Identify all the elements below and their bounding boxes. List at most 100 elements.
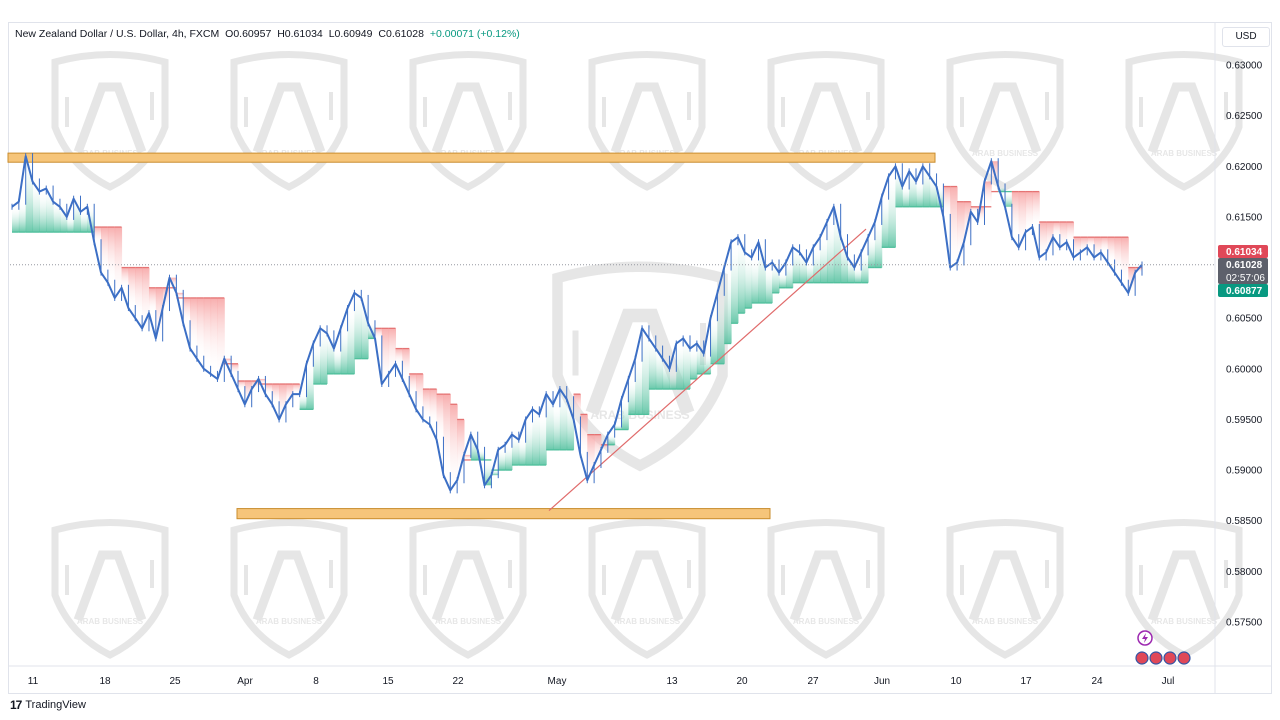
supertrend-fill	[1005, 191, 1013, 207]
last-price-label: 0.61028	[1226, 260, 1263, 271]
supertrend-fill	[662, 358, 670, 390]
supertrend-fill	[546, 394, 554, 450]
us-flag-icon[interactable]	[1163, 651, 1177, 665]
supertrend-fill	[388, 328, 397, 374]
watermark-shield-icon: ARAB BUSINESS	[767, 51, 885, 191]
supertrend-fill	[970, 206, 979, 212]
supertrend-fill	[813, 247, 821, 283]
supertrend-fill	[580, 414, 588, 455]
price-tick-label: 0.63000	[1226, 61, 1263, 72]
time-tick-label: May	[548, 676, 567, 687]
price-tick-label: 0.59500	[1226, 415, 1263, 426]
supertrend-fill	[957, 201, 965, 263]
supertrend-fill	[32, 181, 40, 233]
watermark-shield-icon: ARAB BUSINESS	[51, 519, 169, 659]
us-flag-icon[interactable]	[1135, 651, 1149, 665]
supertrend-fill	[416, 373, 424, 410]
brand-label[interactable]: TradingView	[25, 699, 86, 711]
us-flag-icon[interactable]	[1149, 651, 1163, 665]
chart-canvas[interactable]: ARAB BUSINESS ARAB BUSINESS ARAB BUSINESS A…	[0, 0, 1280, 700]
supertrend-fill	[594, 434, 602, 466]
supertrend-fill	[1066, 221, 1075, 243]
currency-button[interactable]: USD	[1222, 27, 1270, 47]
supertrend-fill	[587, 434, 595, 481]
supertrend-fill	[155, 287, 164, 339]
supertrend-fill	[1046, 221, 1054, 253]
supertrend-fill	[409, 373, 417, 395]
supertrend-fill	[765, 267, 773, 303]
supertrend-fill	[635, 358, 643, 415]
supertrend-fill	[114, 227, 123, 298]
trendline-layer[interactable]	[548, 228, 867, 512]
supertrend-fill	[265, 384, 273, 395]
supertrend-fill	[333, 348, 342, 374]
event-icons[interactable]	[1134, 630, 1204, 670]
watermark-label: ARAB BUSINESS	[972, 617, 1039, 626]
supertrend-fill	[25, 156, 34, 233]
supertrend-fill	[210, 297, 218, 374]
time-axis[interactable]: 11 18 25 Apr 8 15 22 May 13 20 27 Jun 10 17 24 Jul	[28, 676, 1175, 687]
symbol-label[interactable]: New Zealand Dollar / U.S. Dollar, 4h, FX…	[15, 28, 220, 40]
supertrend-fill	[1107, 237, 1116, 263]
price-axis[interactable]: 0.630000.625000.620000.615000.610000.605…	[9, 23, 1271, 693]
time-tick-label: Jun	[874, 676, 890, 687]
supertrend-fill	[731, 242, 739, 324]
chart-frame	[8, 22, 1272, 694]
supertrend-fill	[833, 206, 842, 283]
time-tick-label: 24	[1091, 676, 1103, 687]
supertrend-fill	[511, 434, 520, 466]
supertrend-fill	[799, 252, 807, 283]
supertrend-fill	[1059, 221, 1068, 248]
stop-price-tag	[1218, 284, 1268, 297]
supertrend-fill	[703, 353, 712, 374]
supertrend-fill	[101, 227, 109, 273]
time-tick-label: Jul	[1162, 676, 1175, 687]
supertrend-fill	[690, 348, 698, 379]
price-tick-label: 0.62500	[1226, 111, 1263, 122]
footer: 17 TradingView	[10, 698, 86, 712]
price-series-layer	[11, 153, 1143, 494]
supertrend-fill	[614, 424, 623, 430]
price-line	[11, 155, 1143, 492]
watermark-label: ARAB BUSINESS	[614, 617, 681, 626]
supertrend-fill	[1073, 237, 1081, 258]
supertrend-fill	[806, 262, 814, 283]
supertrend-fill	[340, 328, 349, 374]
supertrend-fill	[648, 338, 657, 390]
supertrend-fill	[868, 237, 876, 268]
time-tick-label: 8	[313, 676, 319, 687]
time-tick-label: 15	[382, 676, 394, 687]
watermark-label: ARAB BUSINESS	[256, 617, 323, 626]
time-tick-label: Apr	[237, 676, 253, 687]
watermark-shield-icon: ARAB BUSINESS	[409, 519, 527, 659]
price-tick-label: 0.60000	[1226, 364, 1263, 375]
supertrend-fill	[292, 384, 301, 395]
tradingview-logo-icon[interactable]: 17	[10, 698, 22, 712]
supertrend-fill	[1025, 191, 1033, 233]
supertrend-fill	[984, 181, 992, 207]
supertrend-fill	[94, 227, 102, 243]
supertrend-fill	[46, 188, 54, 233]
trendline	[548, 228, 867, 512]
supertrend-fill	[436, 394, 444, 440]
us-flag-icon[interactable]	[1177, 651, 1191, 665]
supertrend-fill	[395, 348, 403, 364]
supertrend-fill	[621, 399, 629, 430]
supertrend-fill	[779, 272, 787, 288]
supertrend-fill	[717, 292, 725, 364]
watermark-shield-icon: ARAB BUSINESS	[1125, 519, 1243, 659]
supertrend-fill	[450, 404, 458, 491]
price-tick-label: 0.58000	[1226, 567, 1263, 578]
supertrend-fill	[107, 227, 116, 283]
supertrend-fill	[142, 267, 150, 329]
time-tick-label: 22	[452, 676, 464, 687]
supertrend-fill	[224, 358, 232, 364]
supertrend-fill	[655, 348, 664, 390]
supertrend-fill	[1121, 237, 1129, 283]
supertrend-fill	[477, 449, 486, 460]
time-tick-label: 18	[99, 676, 111, 687]
zone-layer[interactable]	[7, 152, 936, 520]
supertrend-fill	[539, 414, 547, 466]
stop-price-label: 0.60877	[1226, 286, 1263, 297]
supertrend-fill	[18, 201, 27, 233]
